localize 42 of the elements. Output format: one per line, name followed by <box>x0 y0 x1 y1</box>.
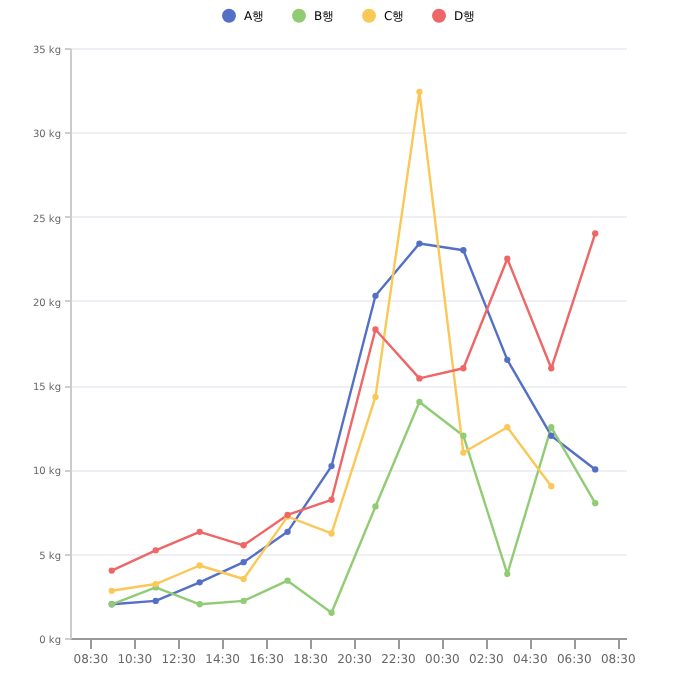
point <box>592 499 599 507</box>
point <box>460 449 467 456</box>
point <box>416 398 423 406</box>
point <box>108 587 115 594</box>
point <box>108 567 115 574</box>
point <box>328 609 335 616</box>
point <box>284 577 291 584</box>
point <box>504 255 511 262</box>
point <box>152 547 159 554</box>
point <box>460 365 467 372</box>
point <box>152 597 159 605</box>
line-series <box>108 398 599 616</box>
point <box>548 432 555 439</box>
point <box>196 528 203 535</box>
point <box>196 601 203 608</box>
point <box>504 570 511 578</box>
point <box>460 247 467 254</box>
point <box>548 483 555 490</box>
point <box>592 466 599 473</box>
point <box>372 326 379 333</box>
point <box>328 462 335 470</box>
point <box>328 496 335 503</box>
point <box>372 292 379 299</box>
point <box>240 558 247 566</box>
point <box>548 365 555 372</box>
point <box>240 597 247 605</box>
point <box>548 424 555 431</box>
point <box>416 240 423 247</box>
point <box>504 356 511 364</box>
point <box>416 88 423 95</box>
point <box>416 375 423 382</box>
point <box>460 432 467 439</box>
point <box>372 393 379 401</box>
point <box>504 424 511 431</box>
point <box>372 503 379 510</box>
point <box>284 528 291 535</box>
point <box>592 230 599 237</box>
point <box>328 530 335 537</box>
point <box>240 542 247 549</box>
point <box>196 579 203 586</box>
point <box>196 562 203 569</box>
point <box>240 575 247 583</box>
